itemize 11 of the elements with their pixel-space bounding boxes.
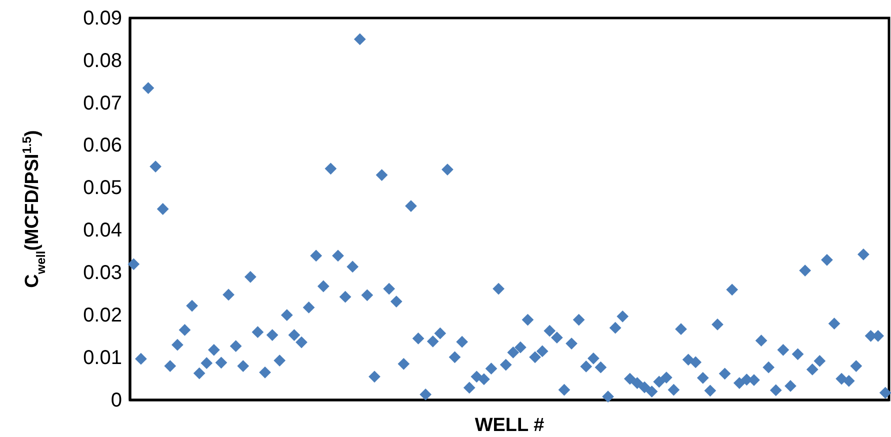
y-tick-label: 0.06 xyxy=(83,134,122,157)
x-axis-title: WELL # xyxy=(474,415,545,436)
y-tick-label: 0.02 xyxy=(83,304,122,327)
y-tick-label: 0.07 xyxy=(83,92,122,114)
y-tick-label: 0.08 xyxy=(83,50,122,72)
y-tick-label: 0.03 xyxy=(83,262,122,284)
y-tick-label: 0.05 xyxy=(83,177,122,200)
y-tick-label: 0.04 xyxy=(83,220,122,242)
y-tick-label: 0.01 xyxy=(83,346,122,369)
y-tick-label: 0 xyxy=(110,389,122,412)
y-tick-label: 0.09 xyxy=(83,7,122,30)
